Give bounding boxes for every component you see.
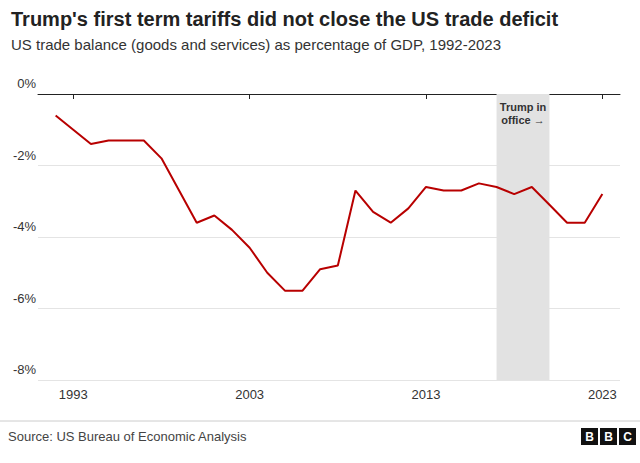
svg-text:0%: 0% xyxy=(17,76,36,91)
svg-text:-2%: -2% xyxy=(13,148,37,163)
svg-text:1993: 1993 xyxy=(59,387,88,402)
svg-text:B: B xyxy=(585,430,594,444)
svg-text:Trump in: Trump in xyxy=(500,101,547,113)
svg-text:Source: US Bureau of Economic: Source: US Bureau of Economic Analysis xyxy=(8,429,247,444)
svg-text:-6%: -6% xyxy=(13,291,37,306)
svg-text:B: B xyxy=(604,430,613,444)
svg-text:Trump's first term tariffs did: Trump's first term tariffs did not close… xyxy=(11,8,558,30)
svg-text:2023: 2023 xyxy=(588,387,617,402)
svg-text:office →: office → xyxy=(501,114,544,126)
svg-text:-4%: -4% xyxy=(13,219,37,234)
svg-text:2013: 2013 xyxy=(412,387,441,402)
svg-text:US trade balance (goods and se: US trade balance (goods and services) as… xyxy=(11,36,501,53)
svg-text:-8%: -8% xyxy=(13,362,37,377)
svg-text:C: C xyxy=(623,430,632,444)
svg-text:2003: 2003 xyxy=(235,387,264,402)
